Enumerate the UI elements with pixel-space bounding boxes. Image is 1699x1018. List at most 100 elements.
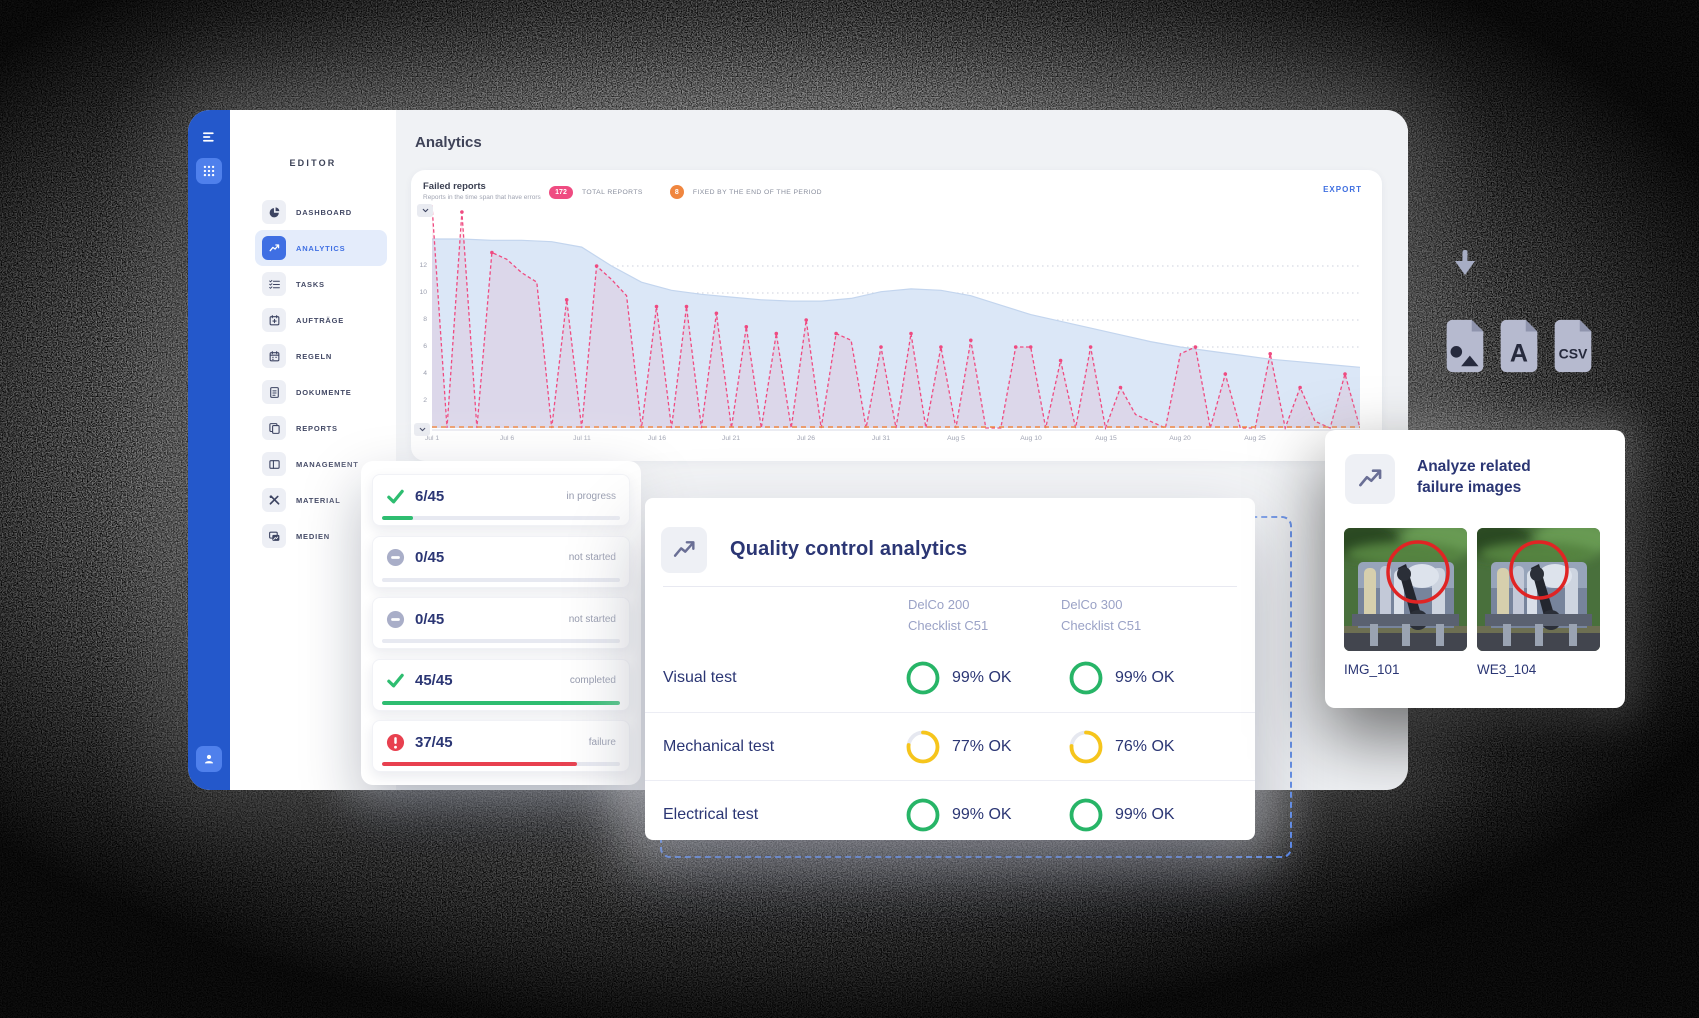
user-avatar-button[interactable]: [196, 746, 222, 772]
sidebar-item-label: REPORTS: [296, 423, 338, 433]
progress-bar: [382, 577, 620, 582]
status-label: completed: [569, 675, 616, 686]
sidebar-item-reports[interactable]: REPORTS: [255, 410, 387, 446]
y-tick-label: 8: [423, 316, 427, 323]
svg-text:CSV: CSV: [1559, 346, 1588, 362]
download-arrow-button[interactable]: [1450, 248, 1480, 282]
line-chart: [431, 205, 1361, 431]
qc-result-cell: 77% OK: [906, 713, 1012, 780]
sidebar-item-management[interactable]: MANAGEMENT: [255, 446, 387, 482]
check-icon: [386, 671, 405, 690]
sidebar-item-analytics[interactable]: ANALYTICS: [255, 230, 387, 266]
progress-bar: [382, 700, 620, 705]
sidebar-nav: DASHBOARD ANALYTICS TASKS AUFTRÄGE REGEL…: [255, 194, 387, 554]
copy-icon: [262, 416, 286, 440]
total-reports-badge: 172: [549, 185, 573, 199]
status-label: in progress: [566, 490, 616, 502]
minus-icon: [386, 548, 405, 567]
svg-text:A: A: [1510, 339, 1528, 367]
status-card-completed[interactable]: 45/45 completed: [372, 658, 630, 711]
alert-icon: [386, 733, 405, 752]
menu-button[interactable]: [198, 126, 220, 148]
sidebar-item-label: DOKUMENTE: [296, 387, 352, 397]
y-tick-label: 2: [423, 397, 427, 404]
status-card-failure[interactable]: 37/45 failure: [372, 720, 630, 772]
expand-axis-button[interactable]: [414, 423, 430, 436]
sidebar-item-medien[interactable]: MEDIEN: [255, 518, 387, 554]
status-count: 37/45: [415, 733, 453, 751]
analytics-icon: [262, 236, 286, 260]
qc-row-electrical-test: Electrical test 99% OK 99% OK: [645, 780, 1255, 848]
status-count: 6/45: [415, 487, 445, 505]
collapse-chart-button[interactable]: [417, 204, 433, 217]
progress-ring: [906, 730, 940, 763]
qc-result-text: 99% OK: [952, 669, 1012, 686]
qc-result-cell: 99% OK: [906, 781, 1012, 848]
qc-result-text: 99% OK: [1115, 805, 1175, 823]
column-subtitle: Checklist C51: [908, 618, 989, 633]
quality-control-rows: Visual test 99% OK 99% OK Mechanical tes…: [645, 644, 1255, 848]
test-name: Visual test: [663, 669, 737, 686]
qc-row-visual-test: Visual test 99% OK 99% OK: [645, 644, 1255, 712]
qc-result-cell: 99% OK: [1069, 781, 1175, 848]
sidebar-item-material[interactable]: MATERIAL: [255, 482, 387, 518]
fixed-reports-badge: 8: [669, 185, 684, 199]
column-subtitle: Checklist C51: [1061, 618, 1142, 633]
sidebar-item-label: AUFTRÄGE: [296, 315, 345, 325]
y-tick-label: 12: [419, 262, 427, 269]
sidebar-item-dashboard[interactable]: DASHBOARD: [255, 194, 387, 230]
sidebar-item-label: ANALYTICS: [296, 243, 346, 253]
sidebar-item-regeln[interactable]: REGELN: [255, 338, 387, 374]
chart-box-icon-container: [1345, 454, 1395, 504]
y-tick-label: 4: [423, 370, 427, 377]
page-title: Analytics: [415, 134, 482, 151]
sidebar-item-dokumente[interactable]: DOKUMENTE: [255, 374, 387, 410]
status-label: not started: [568, 613, 616, 625]
status-label: failure: [588, 736, 616, 748]
qc-result-cell: 99% OK: [1069, 644, 1175, 712]
total-reports-label: TOTAL REPORTS: [582, 188, 643, 196]
status-card-not-started[interactable]: 0/45 not started: [372, 597, 630, 649]
sidebar-item-tasks[interactable]: TASKS: [255, 266, 387, 302]
qc-result-text: 99% OK: [1115, 669, 1175, 686]
x-tick-label: Aug 5: [947, 435, 965, 442]
columns-icon: [262, 452, 286, 476]
pdf-file-icon[interactable]: A: [1496, 318, 1542, 374]
quality-control-title: Quality control analytics: [730, 538, 968, 560]
sidebar-item-label: DASHBOARD: [296, 207, 352, 217]
test-name: Mechanical test: [663, 737, 775, 755]
tasks-icon: [262, 272, 286, 296]
x-tick-label: Aug 20: [1169, 435, 1191, 442]
export-file-icons: A CSV: [1442, 318, 1596, 374]
test-name: Electrical test: [663, 805, 759, 823]
chart-subtitle: Reports in the time span that have error…: [423, 194, 541, 201]
calendar-icon: [262, 344, 286, 368]
image-file-icon[interactable]: [1442, 318, 1488, 374]
chart-badges: 172 TOTAL REPORTS 8 FIXED BY THE END OF …: [549, 185, 840, 199]
export-button[interactable]: EXPORT: [1323, 185, 1362, 194]
csv-file-icon[interactable]: CSV: [1550, 318, 1596, 374]
qc-result-text: 77% OK: [952, 737, 1012, 755]
check-icon: [386, 487, 405, 506]
status-count: 45/45: [415, 672, 453, 689]
quality-control-card: Quality control analytics DelCo 200 Check…: [645, 498, 1255, 840]
x-tick-label: Jul 31: [871, 435, 891, 442]
engine-photo: [1344, 528, 1467, 651]
failure-image-IMG_101[interactable]: [1344, 528, 1467, 651]
progress-bar: [382, 639, 620, 643]
tools-icon: [262, 488, 286, 512]
minus-icon: [386, 610, 405, 629]
status-card-not-started[interactable]: 0/45 not started: [372, 535, 630, 588]
app-rail: [188, 110, 230, 790]
status-card-in-progress[interactable]: 6/45 in progress: [372, 474, 630, 526]
sidebar-item-aufträge[interactable]: AUFTRÄGE: [255, 302, 387, 338]
x-tick-label: Jul 6: [499, 435, 515, 442]
x-tick-label: Aug 25: [1244, 435, 1266, 442]
chart-box-icon-container: [661, 527, 707, 573]
media-icon: [262, 524, 286, 548]
failure-image-WE3_104[interactable]: [1477, 528, 1600, 651]
failed-reports-card: Failed reports Reports in the time span …: [411, 170, 1382, 461]
qc-result-cell: 76% OK: [1069, 713, 1175, 780]
apps-grid-button[interactable]: [196, 158, 222, 184]
x-tick-label: Jul 26: [796, 435, 816, 442]
